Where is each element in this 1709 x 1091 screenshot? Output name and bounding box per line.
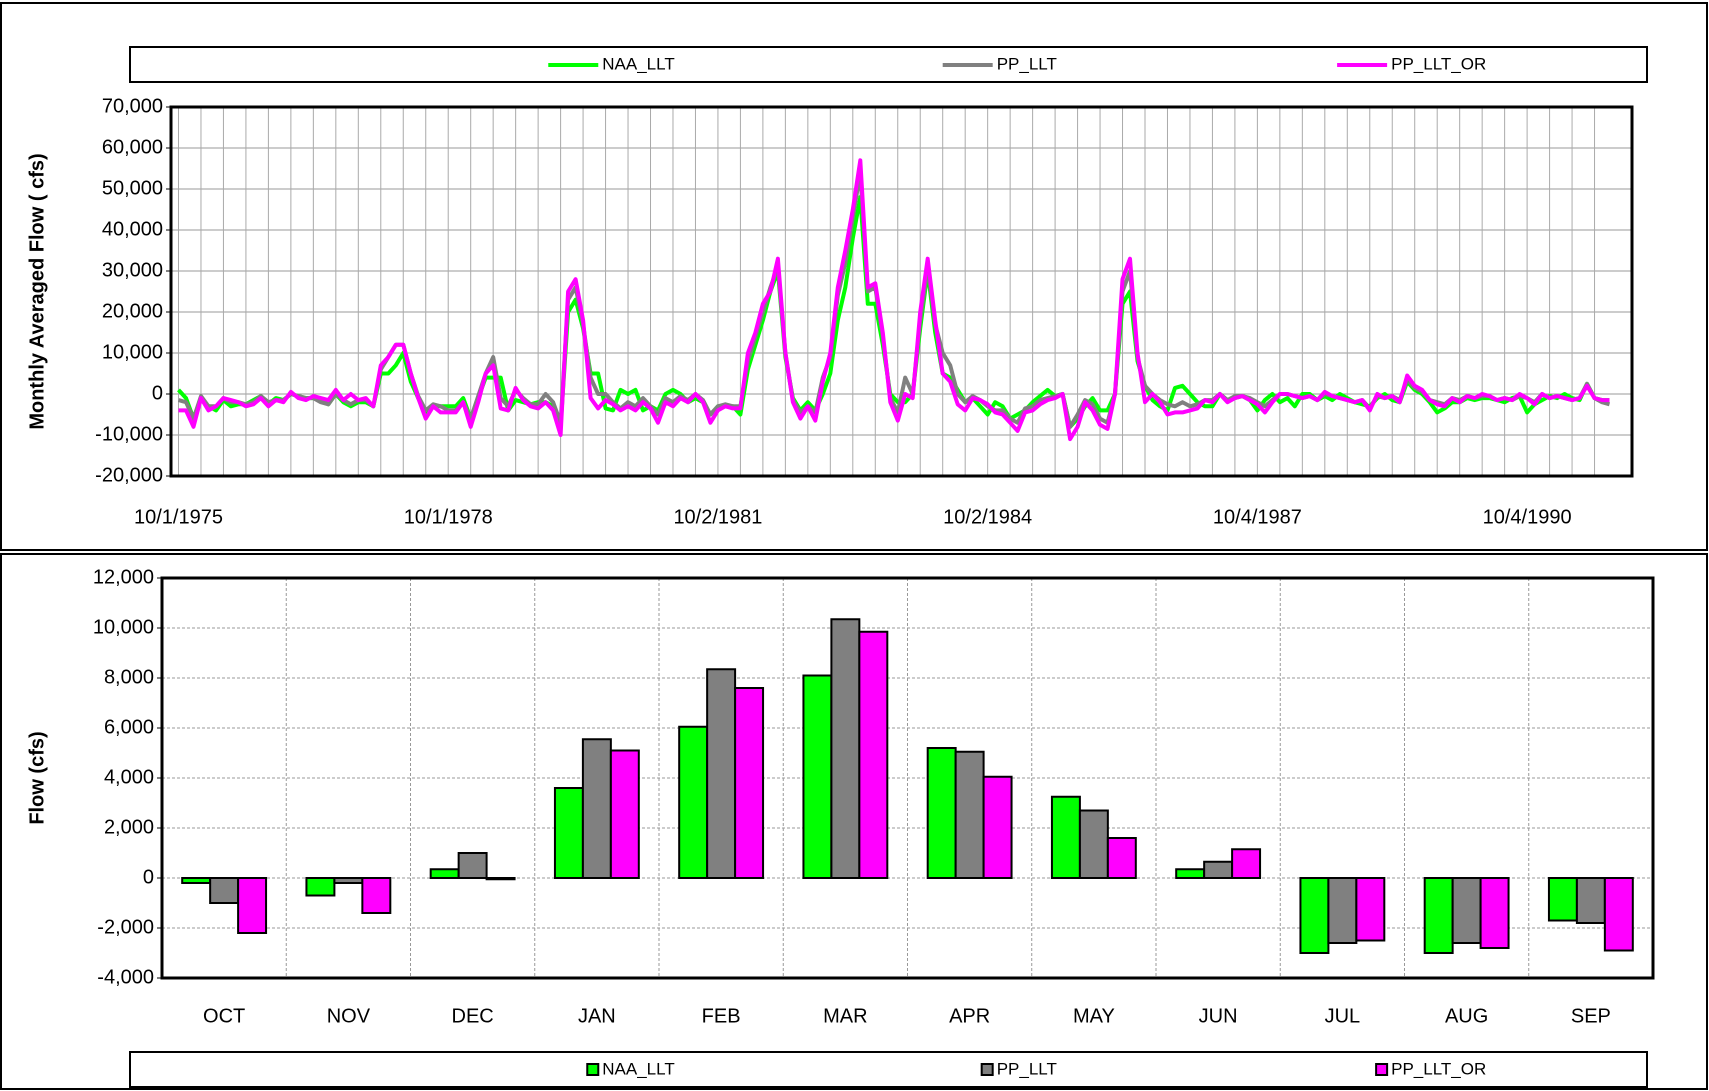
bar [706,668,737,879]
plot-area [171,107,1632,476]
x-tick-label: MAY [1073,1005,1115,1027]
bar [429,868,460,879]
y-tick-label: 10,000 [102,341,163,363]
bar [678,725,709,879]
bar [485,877,516,881]
legend-label: PP_LLT_OR [1391,1059,1486,1078]
bar [954,750,985,879]
legend-label: PP_LLT [997,1059,1057,1078]
y-tick-label: 10,000 [93,616,154,638]
bar [1299,877,1330,954]
y-tick-label: 2,000 [104,816,154,838]
plot-border [169,105,1634,478]
y-tick-label: -10,000 [95,423,163,445]
bar [553,787,584,879]
bar [1451,877,1482,944]
y-tick-label: 0 [143,866,154,888]
x-tick-label: JUL [1325,1005,1361,1027]
x-tick-label: 10/1/1975 [134,506,223,528]
x-tick-label: 10/2/1981 [673,506,762,528]
y-axis-label: Monthly Averaged Flow ( cfs) [26,153,48,429]
y-tick-label: -20,000 [95,464,163,486]
bar [1050,795,1081,879]
legend-swatch [980,1063,994,1076]
panel-frame [0,553,1708,1090]
line-series [178,158,1610,442]
panel-frame [0,2,1708,551]
bar [1327,877,1358,944]
bar [1203,860,1234,879]
x-tick-label: 10/4/1990 [1483,506,1572,528]
bar [1603,877,1634,952]
bar [1231,848,1262,879]
x-tick-label: MAR [823,1005,867,1027]
bar [830,618,861,879]
y-tick-label: 6,000 [104,716,154,738]
x-tick-label: 10/2/1984 [943,506,1032,528]
x-tick-label: SEP [1571,1005,1611,1027]
bar [609,749,640,879]
y-tick-label: 4,000 [104,766,154,788]
legend-label: PP_LLT [997,54,1057,73]
bar [982,775,1013,879]
bar [305,877,336,897]
bar [1575,877,1606,924]
x-tick-label: APR [949,1005,990,1027]
bar [457,852,488,879]
y-tick-label: 20,000 [102,300,163,322]
bar [1355,877,1386,942]
y-tick-label: 70,000 [102,95,163,117]
x-tick-label: 10/1/1978 [404,506,493,528]
y-tick-label: 12,000 [93,566,154,588]
bar [1078,809,1109,879]
bar [209,877,240,904]
bar [1547,877,1578,922]
y-axis-label: Flow (cfs) [26,731,48,824]
x-tick-label: JUN [1199,1005,1238,1027]
bar [1479,877,1510,949]
y-tick-label: -2,000 [97,916,154,938]
x-tick-label: 10/4/1987 [1213,506,1302,528]
y-tick-label: 30,000 [102,259,163,281]
bar [858,630,889,879]
legend-box [129,46,1648,83]
y-tick-label: 8,000 [104,666,154,688]
bar [926,747,957,879]
x-tick-label: AUG [1445,1005,1488,1027]
x-tick-label: DEC [452,1005,494,1027]
x-tick-label: JAN [578,1005,616,1027]
legend-swatch [586,1063,600,1076]
bar [333,877,364,884]
legend-box [129,1051,1648,1088]
legend-label: NAA_LLT [602,54,674,73]
x-tick-label: OCT [203,1005,245,1027]
plot-border [160,576,1655,980]
bar [237,877,268,934]
x-tick-label: NOV [327,1005,371,1027]
y-tick-label: 40,000 [102,218,163,240]
legend-swatch [1375,1063,1389,1076]
bar [1423,877,1454,954]
y-tick-label: 0 [152,382,163,404]
y-tick-label: -4,000 [97,966,154,988]
y-tick-label: 50,000 [102,177,163,199]
y-tick-label: 60,000 [102,136,163,158]
bar [734,687,765,879]
bar [1106,837,1137,879]
bar [581,738,612,879]
bar [181,877,212,884]
x-tick-label: FEB [702,1005,741,1027]
legend-label: NAA_LLT [602,1059,674,1078]
legend-label: PP_LLT_OR [1391,54,1486,73]
bar [361,877,392,914]
bar [1175,868,1206,879]
bar [802,674,833,879]
